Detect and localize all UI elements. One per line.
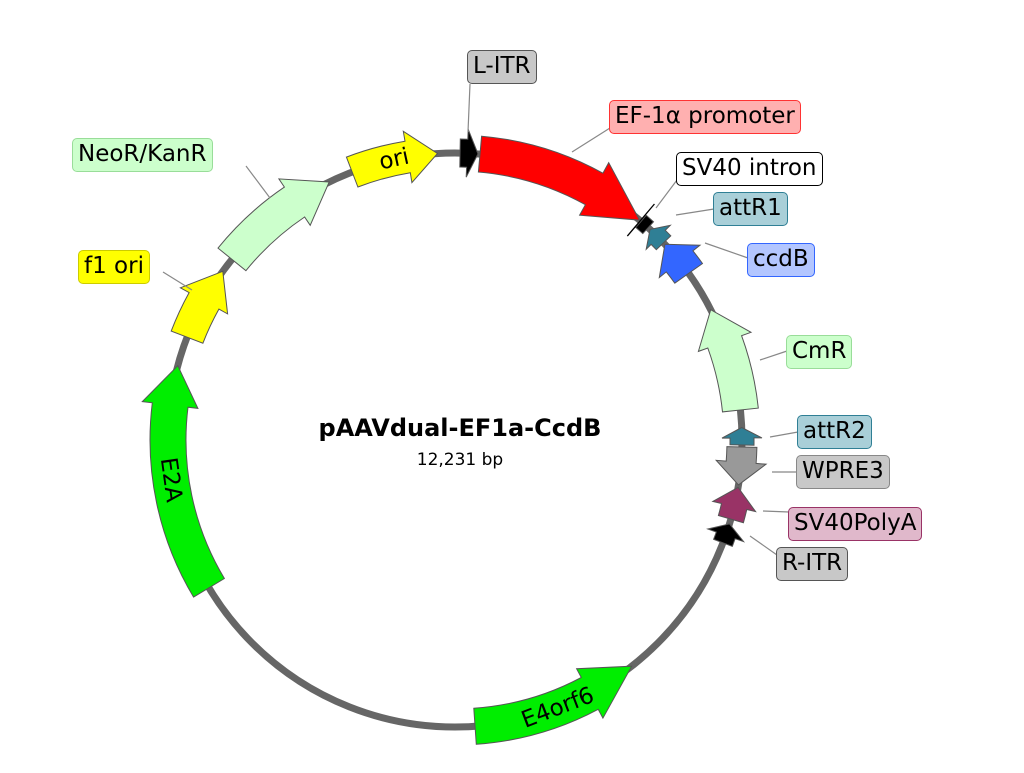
feature-attr1-label[interactable]: attR1 — [713, 192, 788, 226]
feature-neor-label[interactable]: NeoR/KanR — [72, 138, 213, 172]
feature-wpre3-arrow[interactable] — [714, 446, 768, 486]
feature-ef1a-label[interactable]: EF-1α promoter — [609, 100, 801, 134]
feature-sv40pa-leader-line — [762, 510, 790, 513]
feature-neor-leader-line — [245, 165, 271, 199]
feature-ccdb-label[interactable]: ccdB — [747, 243, 815, 277]
feature-cmr-leader-line — [759, 350, 788, 361]
feature-attr1-arrow[interactable] — [645, 224, 672, 251]
feature-sv40intron-leader-line — [655, 179, 678, 209]
sv40-intron-tick — [626, 203, 655, 237]
plasmid-size: 12,231 bp — [416, 450, 504, 470]
feature-e4orf6-arrow[interactable] — [473, 665, 633, 745]
feature-attr1-leader-line — [675, 208, 715, 216]
feature-ritr-label[interactable]: R-ITR — [776, 547, 849, 581]
feature-wpre3-label[interactable]: WPRE3 — [796, 455, 890, 489]
feature-litr-arrow[interactable] — [459, 129, 479, 178]
feature-f1ori-label[interactable]: f1 ori — [78, 250, 150, 284]
feature-ori-arrow[interactable] — [345, 130, 439, 188]
feature-sv40pa-label[interactable]: SV40PolyA — [788, 507, 923, 541]
feature-f1ori-leader-line — [162, 271, 193, 291]
feature-cmr-arrow[interactable] — [697, 308, 759, 413]
plasmid-name: pAAVdual-EF1a-CcdB — [318, 414, 602, 442]
feature-ef1a-arrow[interactable] — [477, 135, 641, 221]
feature-ccdb-leader-line — [704, 242, 749, 259]
feature-ritr-leader-line — [749, 535, 778, 556]
feature-e2a-label: E2A — [155, 456, 187, 504]
feature-sv40intron-label[interactable]: SV40 intron — [676, 152, 823, 186]
feature-sv40pa-arrow[interactable] — [711, 486, 757, 524]
feature-attr2-arrow[interactable] — [721, 426, 763, 446]
feature-ori-label: ori — [377, 144, 412, 176]
feature-litr-leader-line — [467, 83, 471, 133]
feature-neor-arrow[interactable] — [217, 178, 330, 272]
feature-attr2-label[interactable]: attR2 — [797, 415, 872, 449]
feature-ritr-arrow[interactable] — [706, 523, 746, 548]
feature-ccdb-arrow[interactable] — [658, 243, 704, 284]
feature-sv40intron-arrow[interactable] — [635, 214, 655, 235]
feature-attr2-leader-line — [769, 431, 799, 438]
feature-ef1a-leader-line — [571, 127, 611, 153]
feature-litr-label[interactable]: L-ITR — [467, 50, 537, 84]
feature-e2a-arrow[interactable] — [141, 364, 226, 598]
feature-f1ori-arrow[interactable] — [170, 270, 229, 344]
feature-cmr-label[interactable]: CmR — [786, 335, 853, 369]
